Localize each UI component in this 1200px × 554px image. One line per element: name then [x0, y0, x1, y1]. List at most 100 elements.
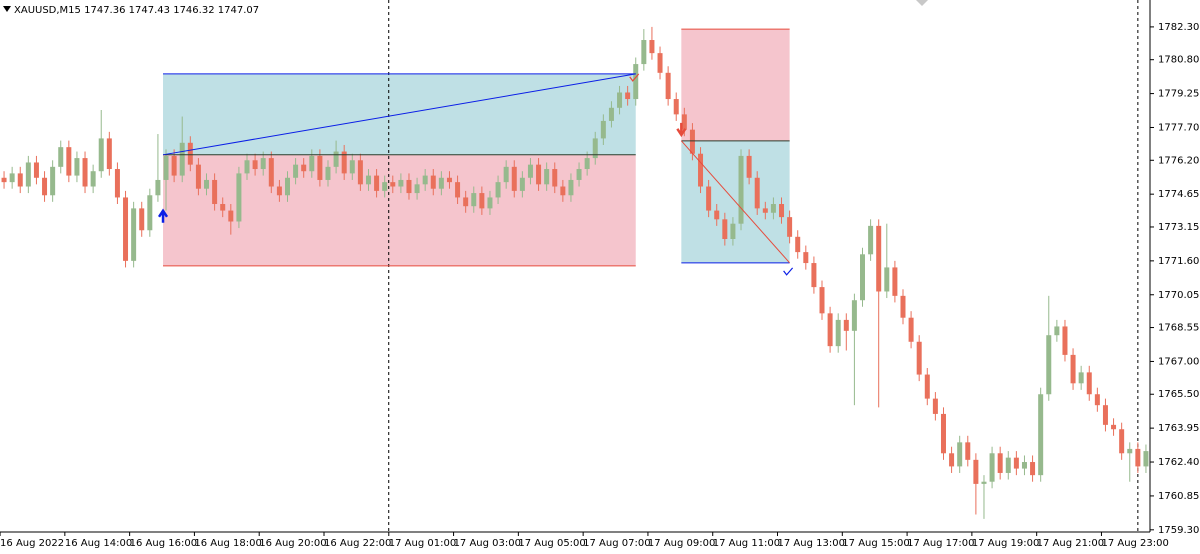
x-tick-label: 17 Aug 01:00	[389, 538, 456, 549]
candle-body	[33, 162, 39, 178]
candle-body	[82, 158, 88, 187]
trade-path	[680, 140, 790, 264]
candle-body	[1127, 448, 1133, 454]
candle-body	[66, 147, 72, 176]
candle-body	[365, 175, 371, 185]
candle-body	[1005, 457, 1011, 473]
candle-body	[106, 138, 112, 170]
candle-body	[1078, 372, 1084, 384]
x-tick-label: 17 Aug 03:00	[454, 538, 521, 549]
candle-body	[706, 186, 712, 211]
candle-body	[730, 223, 736, 239]
y-tick-label: 1780.80	[1158, 55, 1199, 66]
y-tick-label: 1774.65	[1158, 189, 1199, 200]
candle-body	[1030, 462, 1036, 476]
x-tick-label: 17 Aug 17:00	[907, 538, 974, 549]
candle-body	[860, 254, 865, 301]
quote-high: 1747.43	[129, 5, 170, 16]
candle-body	[204, 179, 210, 189]
candle-body	[42, 177, 48, 196]
candle-body	[657, 53, 663, 73]
x-tick-label: 17 Aug 23:00	[1101, 538, 1168, 549]
candle-body	[244, 160, 250, 174]
candle-body	[406, 179, 412, 194]
x-tick-label: 16 Aug 16:00	[130, 538, 197, 549]
candle-body	[673, 99, 679, 115]
candle-body	[1119, 429, 1125, 454]
candle-body	[398, 179, 404, 187]
candle-body	[260, 158, 266, 170]
y-tick-label: 1779.25	[1158, 89, 1199, 100]
candle-body	[552, 169, 558, 187]
candle-body	[1038, 394, 1044, 476]
candle-body	[455, 182, 461, 198]
x-tick-label: 16 Aug 2022	[0, 538, 64, 549]
candle-body	[827, 313, 833, 347]
y-tick-label: 1759.30	[1158, 525, 1199, 536]
candle-body	[382, 182, 388, 191]
candle-body	[787, 217, 793, 237]
candle-body	[600, 120, 606, 139]
candle-body	[754, 177, 760, 209]
candle-body	[762, 208, 768, 213]
candle-body	[123, 197, 129, 261]
candle-body	[536, 164, 542, 185]
candle-body	[649, 40, 655, 54]
x-tick-label: 17 Aug 15:00	[842, 538, 909, 549]
candle-body	[511, 166, 517, 191]
candle-body	[446, 177, 452, 183]
candle-body	[301, 164, 307, 172]
exit-check	[629, 73, 640, 82]
candle-body	[414, 184, 420, 194]
quote-low: 1746.32	[173, 5, 214, 16]
candle-body	[924, 374, 930, 399]
y-tick-label: 1770.05	[1158, 290, 1199, 301]
candle-body	[293, 164, 299, 178]
x-tick-label: 17 Aug 09:00	[648, 538, 715, 549]
candle-body	[139, 208, 145, 231]
candle-body	[390, 182, 396, 187]
candle-body	[519, 177, 525, 191]
candle-body	[665, 72, 671, 100]
time-axis-panel	[0, 532, 1200, 554]
candle-body	[625, 92, 631, 100]
candle-body	[940, 413, 946, 454]
y-tick-label: 1760.85	[1158, 491, 1199, 502]
x-tick-label: 17 Aug 07:00	[583, 538, 650, 549]
candle-body	[770, 204, 776, 213]
quote-open: 1747.36	[84, 5, 125, 16]
y-tick-label: 1771.60	[1158, 256, 1199, 267]
candle-body	[689, 129, 695, 154]
candle-body	[641, 40, 647, 65]
candle-body	[228, 210, 234, 222]
candle-body	[1054, 326, 1060, 336]
candle-body	[155, 179, 161, 196]
loss-zone	[163, 154, 636, 266]
x-tick-label: 17 Aug 13:00	[778, 538, 845, 549]
x-tick-label: 16 Aug 22:00	[324, 538, 391, 549]
candle-body	[422, 175, 428, 185]
candle-body	[1135, 448, 1141, 467]
candle-body	[835, 319, 841, 347]
candle-body	[74, 158, 80, 176]
x-tick-label: 17 Aug 11:00	[713, 538, 780, 549]
candle-body	[212, 179, 218, 205]
candle-body	[349, 160, 355, 174]
candle-body	[252, 160, 258, 170]
chart-header: XAUUSD,M15 1747.36 1747.43 1746.32 1747.…	[14, 5, 259, 16]
candle-body	[617, 92, 623, 108]
candle-body	[9, 173, 15, 183]
candle-body	[989, 453, 995, 482]
candle-body	[633, 64, 639, 100]
symbol-menu[interactable]	[3, 6, 11, 12]
candle-body	[430, 175, 436, 189]
candle-body	[900, 295, 906, 318]
candle-body	[495, 182, 501, 198]
candle-body	[592, 138, 598, 159]
y-tick-label: 1776.20	[1158, 155, 1199, 166]
shift-marker[interactable]	[916, 0, 928, 6]
candle-body	[131, 208, 137, 261]
candle-body	[471, 193, 477, 207]
candle-body	[1111, 424, 1117, 430]
